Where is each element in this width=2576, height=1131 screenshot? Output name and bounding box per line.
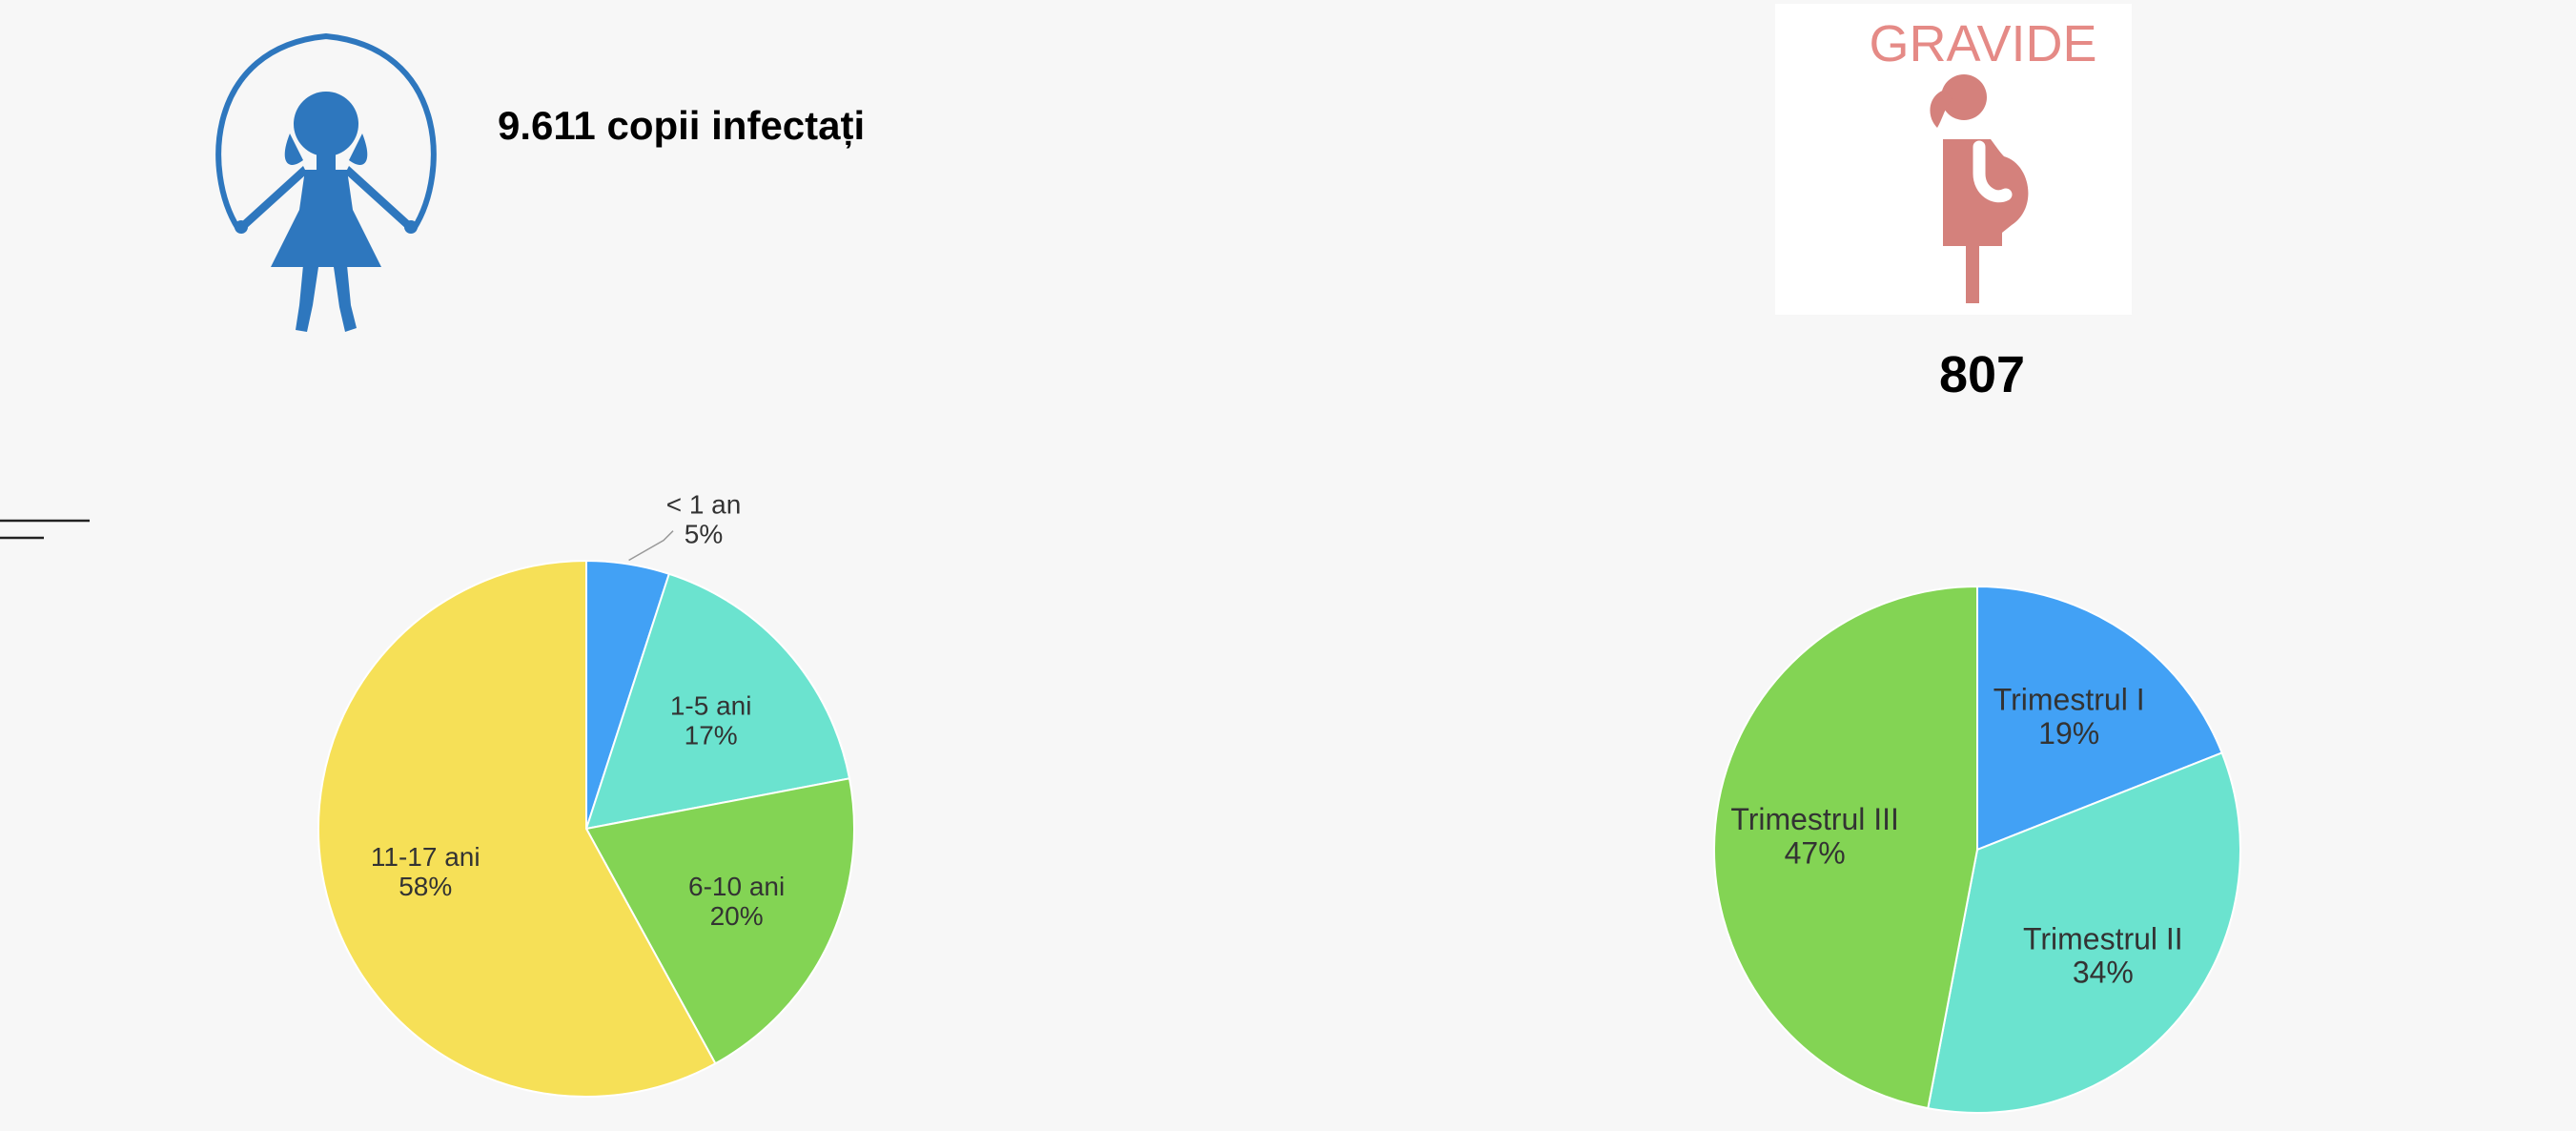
pie-slice [1976, 585, 2223, 852]
pie-category-label: Trimestrul II [2023, 921, 2183, 956]
pie-category-label: < 1 an [666, 489, 742, 519]
pregnant-woman-icon [1930, 74, 2029, 303]
pie-category-label: 11-17 ani [371, 842, 480, 872]
pie-slice [317, 559, 717, 1098]
pregnant-card: GRAVIDE [1775, 4, 2132, 315]
pregnant-total-value: 807 [1938, 346, 2026, 403]
pie-percent-label: 58% [399, 872, 452, 901]
pie-percent-label: 5% [685, 519, 723, 548]
pregnant-card-graphic: GRAVIDE [1869, 15, 2097, 303]
pie-percent-label: 47% [1785, 835, 1846, 870]
pie-percent-label: 19% [2038, 716, 2099, 751]
pie-category-label: Trimestrul III [1730, 802, 1899, 836]
pie-label-connector [628, 530, 674, 562]
pie-slice [584, 777, 855, 1065]
pie-slice [584, 572, 851, 831]
pie-category-label: Trimestrul I [1993, 683, 2145, 717]
decorative-lines [0, 519, 90, 540]
pie-percent-label: 34% [2073, 955, 2134, 989]
pie-percent-label: 17% [685, 720, 738, 750]
pie-category-label: 1-5 ani [670, 691, 752, 721]
pie-slice [1927, 751, 2241, 1114]
children-total-label: 9.611 copii infectați [498, 103, 866, 148]
pie-percent-label: 20% [710, 901, 764, 931]
girl-jump-rope-icon [215, 32, 437, 332]
pie-slice [1713, 585, 1978, 1110]
pregnant-card-title: GRAVIDE [1869, 15, 2096, 72]
pie-category-label: 6-10 ani [688, 872, 785, 901]
